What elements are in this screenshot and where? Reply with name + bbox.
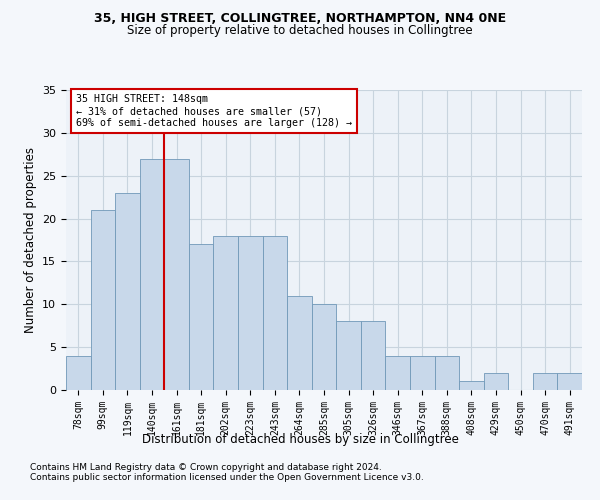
Bar xyxy=(557,373,582,390)
Bar xyxy=(91,210,115,390)
Bar xyxy=(385,356,410,390)
Bar xyxy=(336,322,361,390)
Bar xyxy=(361,322,385,390)
Text: 35 HIGH STREET: 148sqm
← 31% of detached houses are smaller (57)
69% of semi-det: 35 HIGH STREET: 148sqm ← 31% of detached… xyxy=(76,94,352,128)
Bar xyxy=(164,158,189,390)
Text: 35, HIGH STREET, COLLINGTREE, NORTHAMPTON, NN4 0NE: 35, HIGH STREET, COLLINGTREE, NORTHAMPTO… xyxy=(94,12,506,26)
Bar xyxy=(287,296,312,390)
Text: Contains HM Land Registry data © Crown copyright and database right 2024.: Contains HM Land Registry data © Crown c… xyxy=(30,464,382,472)
Text: Size of property relative to detached houses in Collingtree: Size of property relative to detached ho… xyxy=(127,24,473,37)
Y-axis label: Number of detached properties: Number of detached properties xyxy=(23,147,37,333)
Bar xyxy=(189,244,214,390)
Text: Contains public sector information licensed under the Open Government Licence v3: Contains public sector information licen… xyxy=(30,474,424,482)
Bar xyxy=(410,356,434,390)
Bar xyxy=(459,382,484,390)
Bar xyxy=(533,373,557,390)
Bar xyxy=(140,158,164,390)
Bar xyxy=(214,236,238,390)
Bar xyxy=(484,373,508,390)
Bar xyxy=(263,236,287,390)
Bar xyxy=(312,304,336,390)
Bar xyxy=(66,356,91,390)
Bar xyxy=(434,356,459,390)
Bar xyxy=(115,193,140,390)
Text: Distribution of detached houses by size in Collingtree: Distribution of detached houses by size … xyxy=(142,432,458,446)
Bar xyxy=(238,236,263,390)
